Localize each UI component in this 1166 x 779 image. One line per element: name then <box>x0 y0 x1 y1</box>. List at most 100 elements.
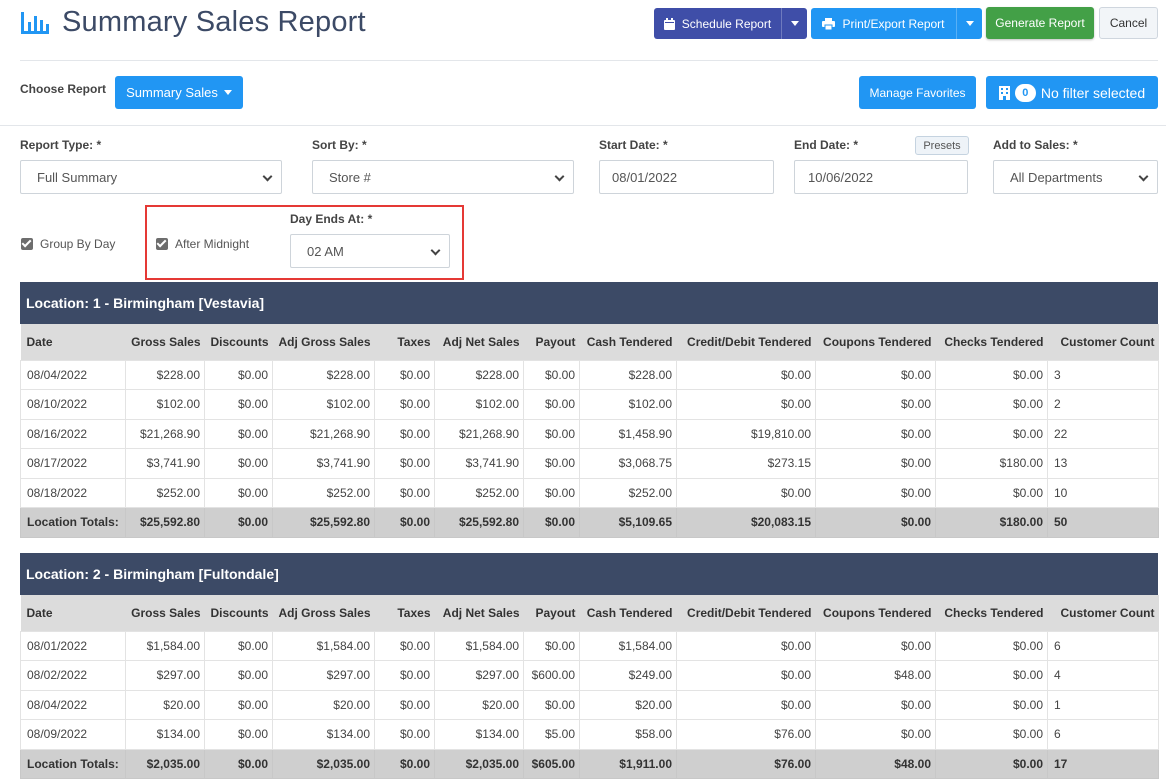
column-header-coupons-tendered[interactable]: Coupons Tendered <box>815 595 936 631</box>
cell-payout: $0.00 <box>523 630 580 661</box>
cell-discounts: $0.00 <box>204 660 273 691</box>
print-export-button[interactable]: Print/Export Report <box>811 8 982 39</box>
column-header-taxes[interactable]: Taxes <box>374 324 435 360</box>
cell-checks-tendered: $0.00 <box>935 689 1048 720</box>
add-to-sales-select[interactable]: All Departments <box>993 160 1158 194</box>
after-midnight-label: After Midnight <box>175 237 250 251</box>
cell-cash-tendered: $249.00 <box>579 660 677 691</box>
total-adj-net-sales: $2,035.00 <box>434 748 524 779</box>
schedule-report-button[interactable]: Schedule Report <box>654 8 807 39</box>
cell-discounts: $0.00 <box>204 418 273 449</box>
column-header-discounts[interactable]: Discounts <box>204 324 273 360</box>
cell-discounts: $0.00 <box>204 689 273 720</box>
cancel-button[interactable]: Cancel <box>1099 7 1158 39</box>
chevron-down-icon <box>262 171 273 182</box>
cell-adj-gross-sales: $20.00 <box>272 689 375 720</box>
day-ends-at-select[interactable]: 02 AM <box>290 234 450 268</box>
cell-coupons-tendered: $0.00 <box>815 448 936 479</box>
end-date-input[interactable]: 10/06/2022 <box>794 160 968 194</box>
column-header-taxes[interactable]: Taxes <box>374 595 435 631</box>
report-type-select[interactable]: Full Summary <box>20 160 282 194</box>
column-header-coupons-tendered[interactable]: Coupons Tendered <box>815 324 936 360</box>
column-header-adj-net-sales[interactable]: Adj Net Sales <box>434 324 524 360</box>
cell-coupons-tendered: $0.00 <box>815 389 936 420</box>
cell-customer-count: 10 <box>1047 477 1159 508</box>
cell-date: 08/17/2022 <box>20 448 126 479</box>
after-midnight-checkbox[interactable] <box>156 238 168 250</box>
cell-date: 08/18/2022 <box>20 477 126 508</box>
total-checks-tendered: $0.00 <box>935 748 1048 779</box>
cell-checks-tendered: $0.00 <box>935 418 1048 449</box>
cell-cash-tendered: $228.00 <box>579 359 677 390</box>
column-header-adj-gross-sales[interactable]: Adj Gross Sales <box>272 595 375 631</box>
column-header-credit-debit-tendered[interactable]: Credit/Debit Tendered <box>676 324 816 360</box>
group-by-day-checkbox[interactable] <box>21 238 33 250</box>
filter-label: No filter selected <box>1040 84 1146 101</box>
column-header-checks-tendered[interactable]: Checks Tendered <box>935 324 1048 360</box>
cell-discounts: $0.00 <box>204 389 273 420</box>
caret-down-icon <box>965 21 974 26</box>
print-export-dropdown[interactable] <box>956 8 982 39</box>
add-to-sales-label: Add to Sales: * <box>993 138 1078 152</box>
cell-adj-gross-sales: $297.00 <box>272 660 375 691</box>
column-header-customer-count[interactable]: Customer Count <box>1047 595 1159 631</box>
cell-cash-tendered: $20.00 <box>579 689 677 720</box>
cell-gross-sales: $20.00 <box>125 689 205 720</box>
cell-credit-debit-tendered: $0.00 <box>676 660 816 691</box>
cell-discounts: $0.00 <box>204 448 273 479</box>
report-select-button[interactable]: Summary Sales <box>115 76 243 109</box>
start-date-label: Start Date: * <box>599 138 668 152</box>
total-customer-count: 17 <box>1047 748 1159 779</box>
calendar-icon <box>663 17 675 30</box>
chevron-down-icon <box>430 245 441 256</box>
column-header-cash-tendered[interactable]: Cash Tendered <box>579 595 677 631</box>
table-row: 08/10/2022 $102.00 $0.00 $102.00 $0.00 $102.0… <box>20 389 1159 420</box>
total-taxes: $0.00 <box>374 507 435 538</box>
column-header-gross-sales[interactable]: Gross Sales <box>125 595 205 631</box>
report-type-label: Report Type: * <box>20 138 102 152</box>
schedule-report-dropdown[interactable] <box>781 8 807 39</box>
cell-payout: $0.00 <box>523 418 580 449</box>
cell-gross-sales: $297.00 <box>125 660 205 691</box>
page-header: Summary Sales Report Schedule Report Pri… <box>0 0 1166 60</box>
cell-coupons-tendered: $0.00 <box>815 418 936 449</box>
column-header-cash-tendered[interactable]: Cash Tendered <box>579 324 677 360</box>
cell-gross-sales: $1,584.00 <box>125 630 205 661</box>
filter-button[interactable]: 0 No filter selected <box>986 76 1158 109</box>
start-date-input[interactable]: 08/01/2022 <box>599 160 774 194</box>
presets-button[interactable]: Presets <box>915 136 969 155</box>
cell-date: 08/04/2022 <box>20 359 126 390</box>
cell-cash-tendered: $58.00 <box>579 719 677 750</box>
column-header-checks-tendered[interactable]: Checks Tendered <box>935 595 1048 631</box>
manage-favorites-button[interactable]: Manage Favorites <box>859 76 976 109</box>
column-header-adj-gross-sales[interactable]: Adj Gross Sales <box>272 324 375 360</box>
schedule-report-label: Schedule Report <box>681 16 772 31</box>
column-header-payout[interactable]: Payout <box>523 595 580 631</box>
column-header-payout[interactable]: Payout <box>523 324 580 360</box>
cell-date: 08/10/2022 <box>20 389 126 420</box>
cell-adj-gross-sales: $1,584.00 <box>272 630 375 661</box>
sort-by-value: Store # <box>329 169 371 185</box>
cell-payout: $0.00 <box>523 389 580 420</box>
cell-payout: $0.00 <box>523 359 580 390</box>
cell-adj-net-sales: $134.00 <box>434 719 524 750</box>
column-header-date[interactable]: Date <box>20 324 126 360</box>
column-header-discounts[interactable]: Discounts <box>204 595 273 631</box>
chevron-down-icon <box>554 171 565 182</box>
column-header-gross-sales[interactable]: Gross Sales <box>125 324 205 360</box>
generate-report-button[interactable]: Generate Report <box>986 7 1094 39</box>
column-header-customer-count[interactable]: Customer Count <box>1047 324 1159 360</box>
cell-date: 08/01/2022 <box>20 630 126 661</box>
sort-by-select[interactable]: Store # <box>312 160 574 194</box>
column-header-adj-net-sales[interactable]: Adj Net Sales <box>434 595 524 631</box>
cell-payout: $600.00 <box>523 660 580 691</box>
cell-taxes: $0.00 <box>374 630 435 661</box>
column-header-credit-debit-tendered[interactable]: Credit/Debit Tendered <box>676 595 816 631</box>
caret-down-icon <box>790 21 799 26</box>
table-header-row: Date Gross Sales Discounts Adj Gross Sales T… <box>20 595 1159 631</box>
total-credit-debit-tendered: $76.00 <box>676 748 816 779</box>
cell-credit-debit-tendered: $0.00 <box>676 689 816 720</box>
end-date-value: 10/06/2022 <box>808 169 874 185</box>
cell-customer-count: 13 <box>1047 448 1159 479</box>
column-header-date[interactable]: Date <box>20 595 126 631</box>
